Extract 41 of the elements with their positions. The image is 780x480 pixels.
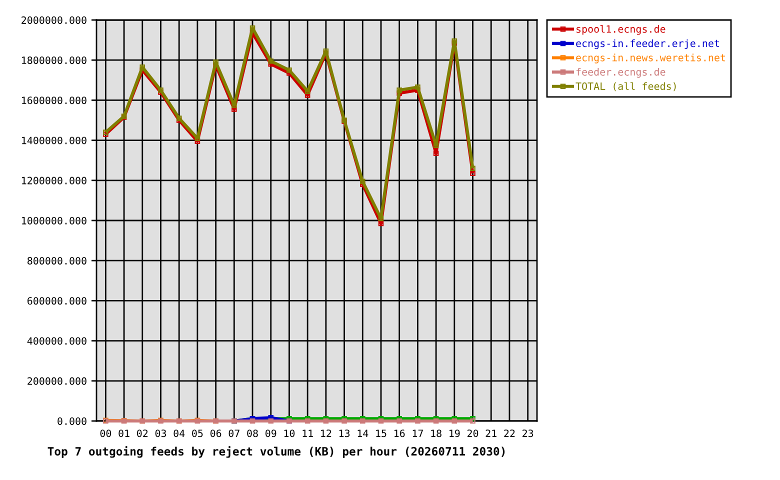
y-tick-label: 1800000.000 bbox=[22, 56, 86, 64]
x-tick-label: 04 bbox=[174, 430, 185, 438]
x-tick-label: 00 bbox=[100, 430, 112, 438]
legend-label: TOTAL (all feeds) bbox=[576, 82, 676, 92]
x-tick-label: 05 bbox=[192, 430, 203, 438]
y-tick-label: 1200000.000 bbox=[22, 176, 86, 184]
y-tick-label: 2000000.000 bbox=[22, 16, 86, 24]
legend-label: ecngs-in.feeder.erje.net bbox=[576, 39, 720, 50]
x-tick-label: 08 bbox=[247, 430, 258, 438]
x-tick-label: 13 bbox=[339, 430, 350, 438]
x-tick-label: 07 bbox=[228, 430, 240, 438]
x-tick-label: 20 bbox=[467, 430, 478, 438]
text: Top 7 outgoing feeds by reject volume (KB) per hour (20260711 2030) bbox=[48, 446, 505, 458]
x-tick-label: 22 bbox=[504, 430, 515, 437]
legend-label: spool1.ecngs.de bbox=[576, 25, 666, 35]
x-tick-label: 23 bbox=[522, 430, 534, 438]
x-tick-label: 10 bbox=[284, 430, 295, 438]
x-tick-label: 06 bbox=[210, 430, 222, 438]
x-tick-label: 09 bbox=[265, 430, 276, 438]
x-tick-label: 03 bbox=[155, 430, 166, 438]
x-tick-label: 02 bbox=[137, 430, 148, 438]
y-tick-label: 1400000.000 bbox=[22, 136, 86, 144]
y-tick-label: 200000.000 bbox=[28, 377, 86, 385]
x-tick-label: 18 bbox=[431, 430, 442, 438]
x-tick-label: 11 bbox=[302, 430, 313, 437]
legend-label: feeder.ecngs.de bbox=[576, 68, 666, 78]
x-tick-label: 16 bbox=[394, 430, 405, 438]
x-tick-label: 21 bbox=[486, 430, 496, 437]
x-tick-label: 01 bbox=[118, 430, 130, 438]
y-tick-label: 600000.000 bbox=[28, 297, 86, 305]
legend-label: ecngs-in.news.weretis.net bbox=[576, 54, 726, 64]
x-tick-label: 15 bbox=[376, 430, 386, 438]
y-tick-label: 1600000.000 bbox=[22, 96, 86, 104]
y-tick-label: 800000.000 bbox=[27, 257, 86, 265]
x-tick-label: 17 bbox=[412, 430, 423, 437]
y-tick-label: 1000000.000 bbox=[22, 216, 86, 224]
y-tick-label: 400000.000 bbox=[27, 337, 86, 345]
x-tick-label: 19 bbox=[450, 430, 460, 438]
y-tick-label: 0.000 bbox=[58, 417, 86, 425]
x-tick-label: 12 bbox=[321, 430, 332, 437]
x-tick-label: 14 bbox=[358, 430, 368, 437]
